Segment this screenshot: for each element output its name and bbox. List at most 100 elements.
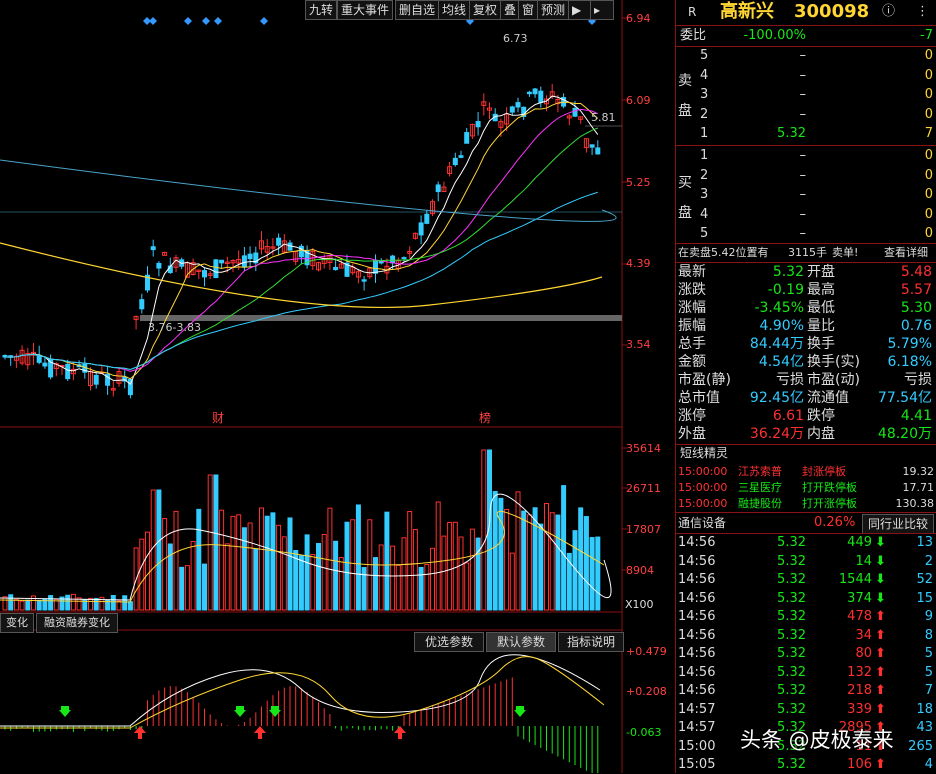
volume-tick: 35614	[626, 442, 661, 455]
spirit-title: 短线精灵	[680, 446, 729, 460]
price-tick: 4.39	[626, 257, 651, 270]
volume-tick: 17807	[626, 523, 661, 536]
order-notice: 在卖盘5.42位置有 3115手 卖单! 查看详细	[676, 244, 936, 262]
stat-row: 金额 4.54亿 换手(实) 6.18%	[678, 354, 932, 370]
badge: R	[688, 5, 697, 19]
price-tick: 3.54	[626, 338, 651, 351]
sell-arrow-icon	[269, 706, 281, 717]
buy-arrow-icon	[394, 726, 406, 739]
tick-row: 15:00 5.32 11 ⬆ 265	[678, 738, 933, 754]
weibi-value: -7	[920, 28, 933, 43]
price-tick: 6.09	[626, 94, 651, 107]
indicator-tick: +0.479	[626, 645, 667, 658]
nine-turn-button[interactable]: 九转	[305, 0, 338, 20]
sell-arrow-icon	[59, 706, 71, 717]
buy-level-row: 1–0	[700, 148, 933, 163]
info-icon[interactable]: ⓘ	[882, 4, 896, 19]
arrow-up-icon: ⬆	[875, 683, 886, 698]
event-diamond-icon[interactable]	[143, 17, 151, 25]
price-tick: 5.25	[626, 176, 651, 189]
play-icon[interactable]: ▶	[568, 0, 592, 20]
industry-row: 通信设备 0.26% 同行业比较	[676, 514, 936, 534]
expand-icon[interactable]: ▸	[590, 0, 614, 20]
arrow-up-icon: ⬆	[875, 609, 886, 624]
event-diamond-icon[interactable]	[214, 17, 222, 25]
tick-row: 14:56 5.32 1544 ⬇ 52	[678, 572, 933, 587]
tick-row: 14:56 5.32 80 ⬆ 5	[678, 646, 933, 661]
sell-level-row: 5–0	[700, 48, 933, 63]
adjust-button[interactable]: 复权	[469, 0, 502, 20]
arrow-down-icon: ⬇	[875, 535, 886, 550]
major-events-button[interactable]: 重大事件	[337, 0, 394, 20]
weibi-row: 委比 -100.00% -7	[680, 28, 933, 43]
forecast-button[interactable]: 预测	[537, 0, 570, 20]
event-diamond-icon[interactable]	[184, 17, 192, 25]
menu-dots-icon[interactable]: ⋮	[916, 4, 929, 19]
rank-marker[interactable]: 榜	[479, 410, 491, 425]
arrow-up-icon: ⬆	[875, 701, 886, 717]
arrow-up-icon: ⬆	[875, 664, 886, 680]
quote-panel: R 高新兴 300098 ⓘ ⋮ 委比 -100.00% -7 卖 盘 5–0 4…	[675, 0, 936, 773]
sell-arrow-icon	[234, 706, 246, 717]
view-detail-link[interactable]: 查看详细	[884, 246, 928, 259]
arrow-up-icon: ⬆	[875, 720, 886, 735]
industry-compare-button[interactable]: 同行业比较	[862, 514, 934, 534]
window-button[interactable]: 窗	[518, 0, 539, 20]
optimal-params-button[interactable]: 优选参数	[414, 632, 484, 652]
volume-tick: 8904	[626, 564, 654, 577]
stock-header: R 高新兴 300098 ⓘ ⋮	[676, 0, 936, 24]
indicator-chart	[0, 654, 605, 773]
stat-row: 最新 5.32 开盘 5.48	[678, 264, 932, 280]
indicator-help-button[interactable]: 指标说明	[558, 632, 624, 652]
stat-row: 总手 84.44万 换手 5.79%	[678, 336, 932, 352]
sell-arrow-icon	[514, 706, 526, 717]
stat-row: 总市值 92.45亿 流通值 77.54亿	[678, 390, 932, 406]
volume-unit: X100	[625, 598, 654, 611]
stat-row: 市盈(静) 亏损 市盈(动) 亏损	[678, 372, 932, 388]
volume-chart	[0, 449, 612, 611]
arrow-up-icon: ⬆	[875, 738, 886, 754]
candlestick-chart	[0, 83, 617, 399]
spirit-row[interactable]: 15:00:00 江苏索普 封涨停板 19.32	[678, 465, 934, 478]
stock-name: 高新兴	[720, 1, 774, 22]
range-label: 3.76-3.83	[148, 321, 201, 334]
sell-level-row: 3–0	[700, 87, 933, 102]
stat-row: 外盘 36.24万 内盘 48.20万	[678, 426, 932, 442]
stat-row: 涨跌 -0.19 最高 5.57	[678, 282, 932, 298]
event-diamond-icon[interactable]	[202, 17, 210, 25]
buy-level-row: 4–0	[700, 206, 933, 222]
buy-arrow-icon	[254, 726, 266, 739]
default-params-button[interactable]: 默认参数	[486, 632, 556, 652]
spirit-row[interactable]: 15:00:00 三星医疗 打开跌停板 17.71	[678, 481, 934, 494]
arrow-down-icon: ⬇	[875, 590, 886, 606]
stat-row: 涨停 6.61 跌停 4.41	[678, 408, 932, 424]
overlay-button[interactable]: 叠	[500, 0, 521, 20]
tab-margin-change[interactable]: 融资融券变化	[36, 613, 118, 633]
arrow-up-icon: ⬆	[875, 627, 886, 643]
sell-level-row: 1 5.32 7	[700, 126, 933, 141]
remove-favorite-button[interactable]: 删自选	[395, 0, 440, 20]
sell-level-row: 2–0	[700, 106, 933, 122]
finance-marker[interactable]: 财	[212, 411, 224, 425]
tick-row: 14:56 5.32 478 ⬆ 9	[678, 609, 933, 624]
event-diamond-icon[interactable]	[260, 17, 268, 25]
arrow-up-icon: ⬆	[875, 646, 886, 661]
ma-button[interactable]: 均线	[438, 0, 471, 20]
buy-level-row: 2–0	[700, 167, 933, 183]
spirit-row[interactable]: 15:00:00 融捷股份 打开涨停板 130.38	[678, 497, 934, 510]
weibi-pct: -100.00%	[743, 28, 806, 43]
chart-area[interactable]: 6.73 5.81 3.76-3.83 财 榜	[0, 0, 675, 773]
tick-row: 14:56 5.32 14 ⬇ 2	[678, 553, 933, 569]
tick-row: 14:56 5.32 218 ⬆ 7	[678, 683, 933, 698]
event-diamond-icon[interactable]	[149, 17, 157, 25]
stat-row: 振幅 4.90% 量比 0.76	[678, 318, 932, 334]
ma-price-label: 5.81	[591, 111, 616, 124]
arrow-down-icon: ⬇	[875, 553, 886, 569]
buy-level-row: 5–0	[700, 226, 933, 241]
volume-tick: 26711	[626, 482, 661, 495]
tab-change[interactable]: 变化	[0, 613, 34, 633]
stat-row: 涨幅 -3.45% 最低 5.30	[678, 300, 932, 316]
tick-row: 14:56 5.32 34 ⬆ 8	[678, 627, 933, 643]
tick-row: 14:56 5.32 132 ⬆ 5	[678, 664, 933, 680]
high-price-label: 6.73	[503, 32, 528, 45]
